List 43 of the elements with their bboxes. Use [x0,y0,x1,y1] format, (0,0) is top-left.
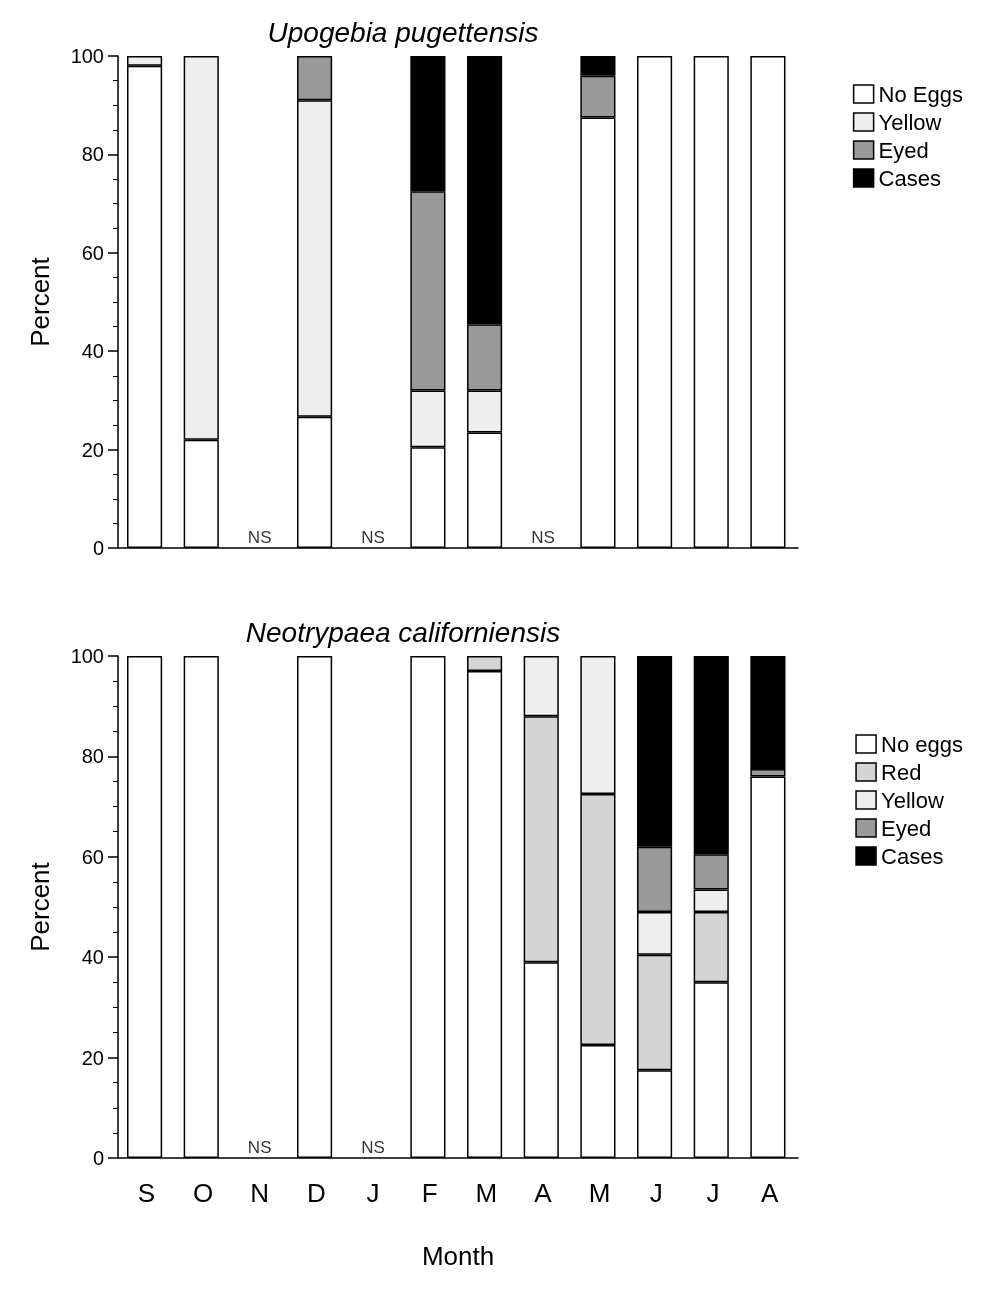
x-tick-label: S [137,1178,156,1208]
legend-label: Eyed [878,137,929,163]
annotation: NS [361,1138,385,1157]
legend-label: No eggs [881,731,964,757]
x-axis-title: Month [421,1241,495,1271]
legend-label: Eyed [881,815,932,841]
annotation: NS [531,528,555,547]
y-axis-title: Percent [25,256,55,347]
y-tick-label: 100 [70,645,104,667]
annotation: NS [361,528,385,547]
y-tick-label: 80 [81,745,104,768]
y-tick-label: 20 [81,1046,104,1069]
legend-label: No Eggs [878,81,964,107]
y-tick-label: 0 [92,1147,104,1169]
legend-label: Yellow [878,109,942,135]
x-tick-label: A [534,1178,553,1208]
x-tick-label: J [706,1178,720,1208]
chart-title: Neotrypaea californiensis [245,616,561,648]
y-tick-label: 40 [81,340,104,363]
y-tick-label: 20 [81,438,104,461]
x-tick-label: N [250,1178,270,1208]
legend-label: Red [881,759,922,785]
y-tick-label: 60 [81,845,104,868]
x-tick-label: D [306,1178,326,1208]
y-axis-title: Percent [25,861,55,952]
x-tick-label: F [421,1178,438,1208]
annotation: NS [247,528,272,547]
x-tick-label: M [588,1178,611,1208]
y-tick-label: 60 [81,241,104,264]
legend-label: Cases [878,165,941,191]
y-tick-label: 100 [70,45,104,67]
legend-label: Cases [881,843,944,869]
x-tick-label: A [760,1178,779,1208]
x-tick-label: O [192,1178,214,1208]
x-tick-label: M [475,1178,498,1208]
chart-title: Upogebia pugettensis [267,16,539,48]
y-tick-label: 40 [81,946,104,969]
annotation: NS [247,1138,272,1157]
legend-label: Yellow [881,787,944,813]
y-tick-label: 0 [92,537,104,559]
x-tick-label: J [366,1178,380,1208]
x-tick-label: J [649,1178,663,1208]
y-tick-label: 80 [81,143,104,166]
